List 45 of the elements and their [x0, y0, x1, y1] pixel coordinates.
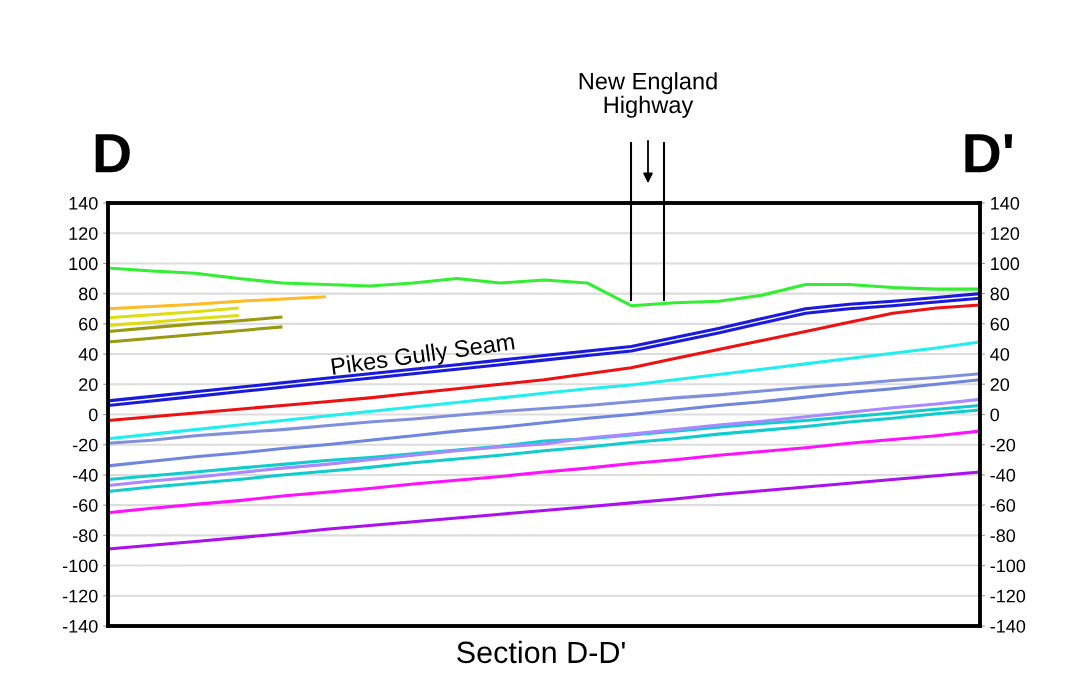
- y-tick-label: -40: [72, 468, 98, 482]
- line-series: [108, 315, 284, 333]
- y2-tick-label: -120: [990, 589, 1026, 603]
- y2-tick-label: 40: [990, 348, 1010, 361]
- y-tick-label: 60: [79, 317, 98, 331]
- annotation: Pikes Gully Seam: [331, 332, 516, 380]
- y-tick-label: -80: [72, 529, 98, 543]
- line-series: [108, 429, 980, 515]
- y-tick-label: 100: [69, 257, 98, 271]
- line-series: [108, 266, 980, 308]
- y-tick-label: -140: [62, 619, 98, 633]
- y2-tick-label: 140: [991, 196, 1020, 210]
- y2-tick-label: -100: [990, 559, 1026, 573]
- line-series: [108, 314, 241, 327]
- y2-tick-label: 100: [991, 257, 1020, 271]
- y2-tick-label: 80: [990, 287, 1010, 301]
- line-series: [108, 303, 980, 423]
- y-tick-label: 140: [69, 196, 98, 210]
- line-series: [108, 470, 980, 551]
- y2-tick-label: 20: [990, 378, 1010, 392]
- y2-tick-label: -60: [990, 499, 1016, 512]
- y-tick-label: 20: [79, 378, 98, 392]
- y-tick-label: -20: [72, 438, 98, 452]
- line-series: [108, 295, 328, 311]
- y2-tick-label: -20: [990, 438, 1016, 452]
- y-tick-label: 80: [78, 287, 98, 301]
- y2-tick-label: 120: [991, 227, 1020, 240]
- line-series: [108, 325, 284, 344]
- y2-tick-label: 0: [990, 408, 1000, 422]
- y2-tick-label: -80: [990, 529, 1016, 543]
- y-tick-label: 40: [78, 348, 98, 361]
- text: Section D-D': [457, 640, 625, 664]
- y-tick-label: -60: [72, 499, 98, 512]
- y2-tick-label: -40: [990, 468, 1016, 482]
- text: D': [965, 134, 1013, 173]
- text: D: [95, 134, 130, 173]
- y-tick-label: 120: [69, 227, 98, 240]
- y2-tick-label: 60: [990, 317, 1010, 331]
- y2-tick-label: -140: [990, 619, 1026, 633]
- y-tick-label: -100: [62, 559, 98, 573]
- line-series: [108, 378, 980, 468]
- line-series: [108, 306, 241, 320]
- y-tick-label: 0: [88, 408, 98, 422]
- y-tick-label: -120: [62, 589, 98, 603]
- text: New England Highway: [579, 72, 717, 118]
